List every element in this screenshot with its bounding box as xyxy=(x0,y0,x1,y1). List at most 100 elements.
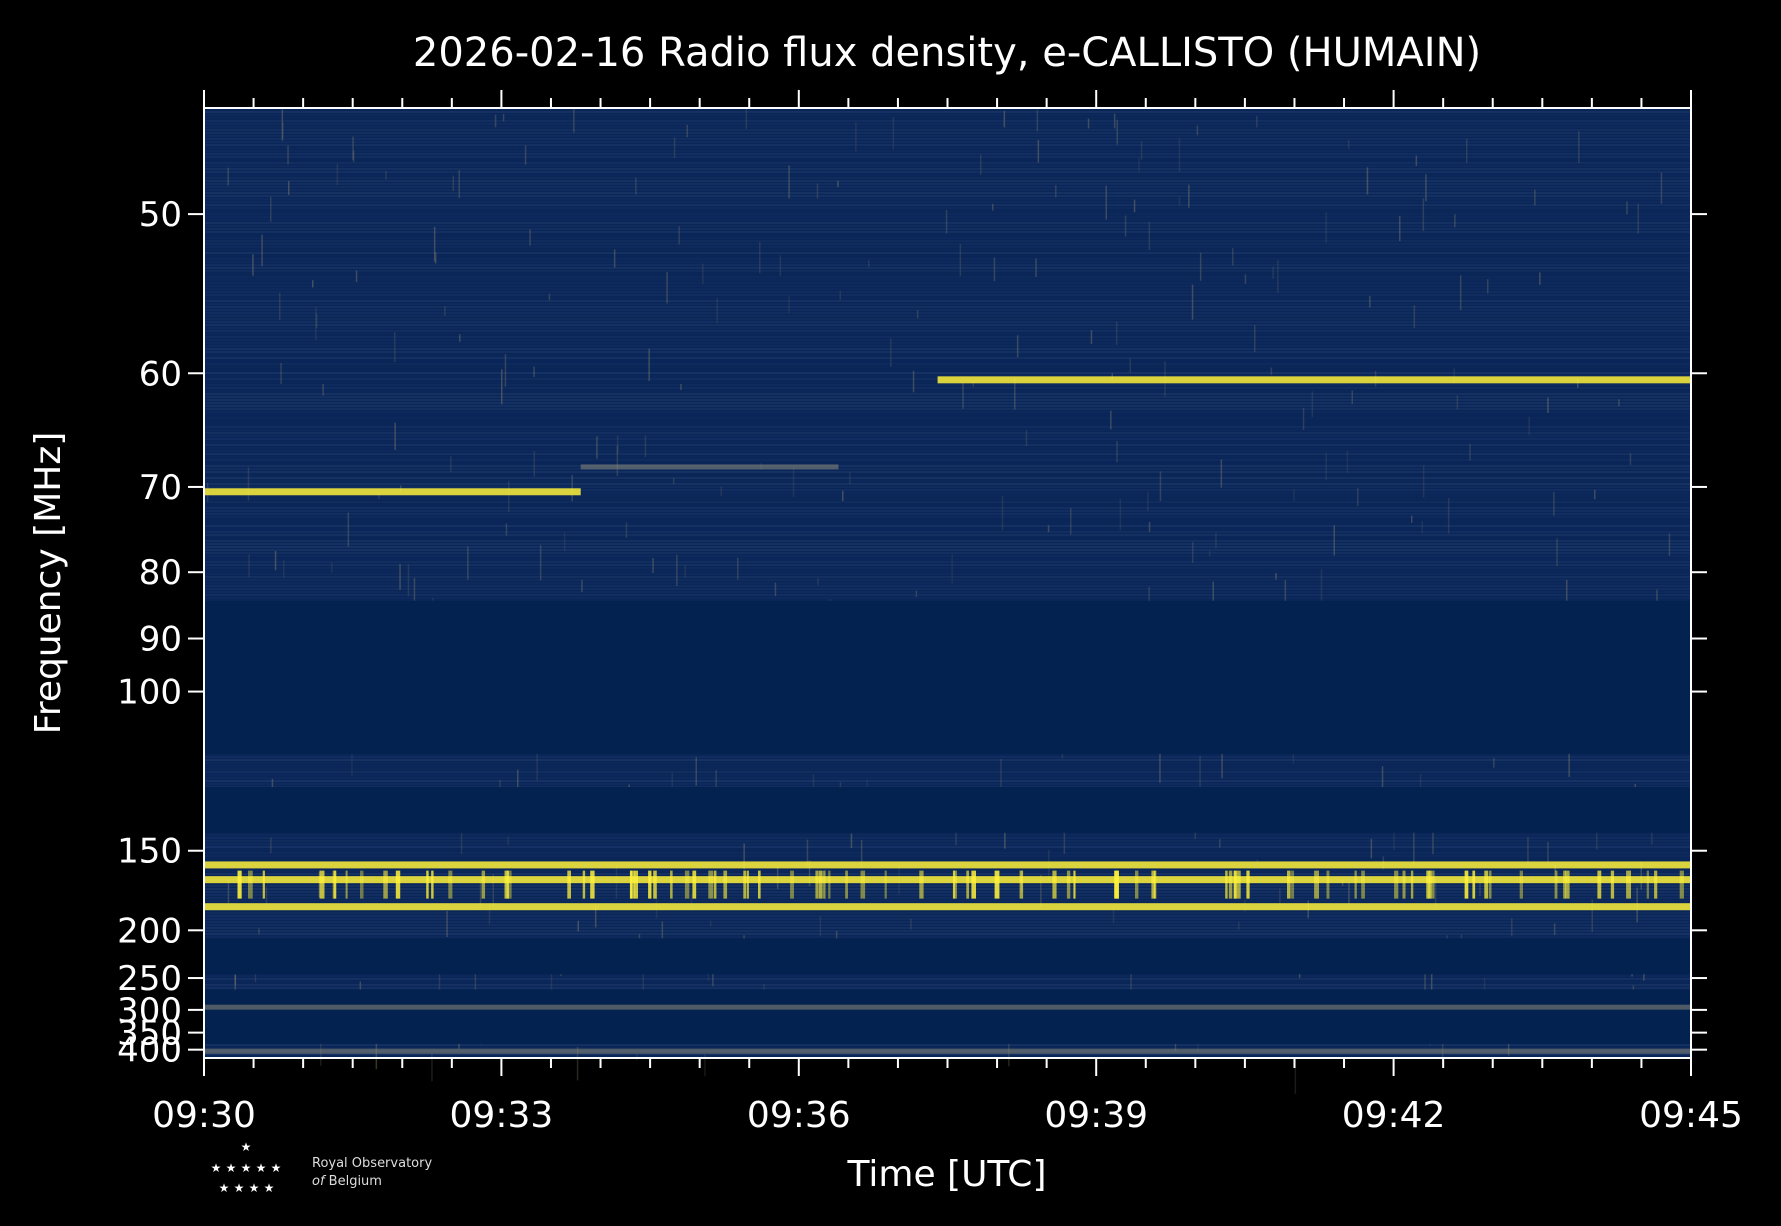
y-tick-label: 80 xyxy=(139,553,182,593)
noise-row xyxy=(204,525,1691,527)
noise-row xyxy=(204,774,1691,776)
masked-band xyxy=(204,938,1691,975)
emission-band xyxy=(204,903,1691,911)
noise-row xyxy=(204,975,1691,977)
noise-streak xyxy=(866,780,868,793)
noise-streak xyxy=(1479,880,1481,897)
noise-streak xyxy=(1413,305,1416,328)
noise-streak xyxy=(684,564,686,578)
rfi-spike xyxy=(1564,870,1570,899)
x-tick-label: 09:36 xyxy=(747,1095,851,1136)
rfi-spike xyxy=(237,870,242,899)
noise-streak xyxy=(1596,823,1598,850)
noise-row xyxy=(204,180,1691,182)
noise-row xyxy=(204,396,1691,398)
noise-streak xyxy=(1637,203,1639,234)
rfi-spike xyxy=(746,870,749,899)
noise-streak xyxy=(458,170,460,198)
noise-streak xyxy=(1105,185,1107,220)
noise-row xyxy=(204,546,1691,548)
noise-row xyxy=(204,288,1691,290)
noise-streak xyxy=(1454,214,1456,228)
noise-row xyxy=(204,873,1691,875)
rfi-spike xyxy=(670,870,673,899)
noise-streak xyxy=(1393,831,1395,851)
noise-row xyxy=(204,162,1691,164)
noise-row xyxy=(204,114,1691,116)
rfi-spike xyxy=(319,870,325,899)
noise-streak xyxy=(1113,113,1116,129)
x-tick-label: 09:39 xyxy=(1044,1095,1148,1136)
noise-streak xyxy=(720,486,722,497)
noise-row xyxy=(204,918,1691,920)
noise-streak xyxy=(1668,533,1671,556)
noise-streak xyxy=(1556,538,1558,566)
noise-streak xyxy=(819,915,822,937)
noise-row xyxy=(204,246,1691,248)
y-axis-label: Frequency [MHz] xyxy=(28,432,69,735)
logo-text-belgium: Belgium xyxy=(324,1174,382,1189)
rfi-spike xyxy=(567,870,571,899)
noise-row xyxy=(204,117,1691,119)
noise-streak xyxy=(962,383,964,409)
noise-row xyxy=(204,234,1691,236)
rfi-spike xyxy=(1135,870,1139,899)
noise-streak xyxy=(1148,521,1151,532)
noise-streak xyxy=(247,467,250,501)
svg-text:★: ★ xyxy=(226,1161,237,1175)
noise-row xyxy=(204,480,1691,482)
noise-row xyxy=(204,432,1691,434)
noise-streak xyxy=(399,564,401,590)
rfi-spike xyxy=(507,870,512,899)
noise-streak xyxy=(312,280,314,288)
noise-streak xyxy=(1279,888,1281,908)
noise-streak xyxy=(709,920,712,927)
y-tick-label: 100 xyxy=(117,673,182,713)
noise-streak xyxy=(282,122,284,139)
noise-streak xyxy=(581,579,583,593)
noise-streak xyxy=(1493,758,1495,768)
noise-row xyxy=(204,540,1691,542)
noise-row xyxy=(204,552,1691,554)
noise-streak xyxy=(849,471,851,485)
noise-streak xyxy=(673,137,676,159)
noise-streak xyxy=(1219,839,1221,848)
noise-row xyxy=(204,885,1691,887)
rfi-spike xyxy=(504,870,509,899)
noise-streak xyxy=(1124,215,1127,237)
noise-row xyxy=(204,186,1691,188)
noise-row xyxy=(204,279,1691,281)
noise-streak xyxy=(1325,453,1327,481)
noise-streak xyxy=(261,234,263,267)
noise-row xyxy=(204,387,1691,389)
noise-streak xyxy=(1037,140,1040,163)
noise-row xyxy=(204,498,1691,500)
noise-row xyxy=(204,441,1691,443)
noise-streak xyxy=(1025,430,1028,447)
rfi-spike xyxy=(713,870,717,899)
emission-band xyxy=(204,1048,1691,1054)
noise-streak xyxy=(1221,753,1223,779)
rfi-spike xyxy=(1626,870,1632,899)
noise-row xyxy=(204,921,1691,923)
noise-streak xyxy=(1434,875,1437,907)
noise-row xyxy=(204,492,1691,494)
rfi-spike xyxy=(1246,870,1250,899)
noise-streak xyxy=(661,921,664,955)
noise-row xyxy=(204,843,1691,845)
noise-row xyxy=(204,324,1691,326)
noise-streak xyxy=(1369,296,1371,308)
noise-row xyxy=(204,351,1691,353)
noise-streak xyxy=(550,967,553,997)
noise-streak xyxy=(1040,875,1042,907)
noise-streak xyxy=(1270,367,1273,375)
noise-streak xyxy=(980,154,982,175)
rfi-spike xyxy=(1228,870,1233,899)
noise-row xyxy=(204,141,1691,143)
noise-streak xyxy=(1148,222,1151,250)
noise-streak xyxy=(1090,330,1093,344)
noise-row xyxy=(204,138,1691,140)
noise-row xyxy=(204,897,1691,899)
noise-row xyxy=(204,870,1691,872)
noise-streak xyxy=(394,422,396,451)
